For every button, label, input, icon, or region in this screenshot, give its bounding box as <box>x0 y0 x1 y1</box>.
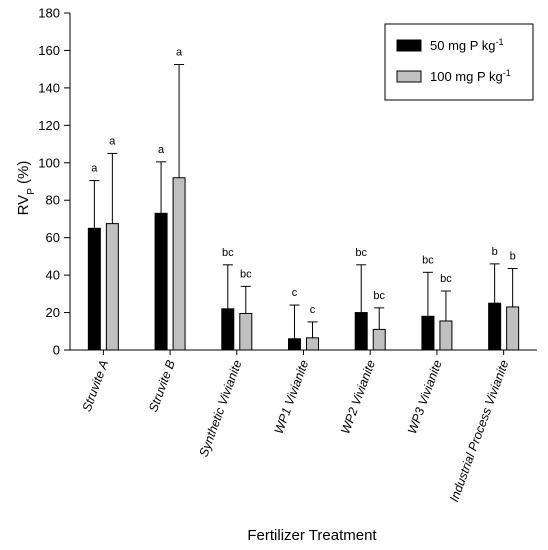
legend-label-50: 50 mg P kg-1 <box>430 37 504 53</box>
y-axis-title-unit: (%) <box>15 161 32 189</box>
x-axis-title: Fertilizer Treatment <box>247 527 377 544</box>
bar <box>306 337 319 351</box>
significance-label: b <box>492 246 498 258</box>
category-label: Struvite B <box>146 358 178 414</box>
y-axis-title-subscript: P <box>26 188 37 195</box>
y-tick-label: 120 <box>38 118 60 133</box>
legend: 50 mg P kg-1 100 mg P kg-1 <box>384 23 534 101</box>
y-tick-label: 60 <box>46 230 60 245</box>
significance-label: c <box>292 287 298 299</box>
category-label: WP1 Vivianite <box>272 358 312 436</box>
significance-label: bc <box>222 247 234 259</box>
bar <box>105 223 119 351</box>
significance-label: bc <box>240 268 252 280</box>
significance-label: bc <box>373 290 385 302</box>
legend-swatch-50 <box>396 39 422 52</box>
bar <box>154 212 168 351</box>
category-labels: Struvite A Struvite B Synthetic Vivianite W… <box>80 358 512 504</box>
category-label: WP2 Vivianite <box>338 358 378 436</box>
y-tick-label: 140 <box>38 80 60 95</box>
y-axis-title: RVP (%) <box>15 161 37 216</box>
significance-label: bc <box>355 247 367 259</box>
legend-label-100: 100 mg P kg-1 <box>430 68 511 84</box>
y-tick-label: 20 <box>46 305 60 320</box>
category-label: Synthetic Vivianite <box>197 358 245 459</box>
bar <box>288 338 301 351</box>
y-tick-label: 100 <box>38 155 60 170</box>
y-tick-label: 0 <box>53 343 60 358</box>
significance-label: a <box>91 163 98 175</box>
significance-label: a <box>109 135 116 147</box>
y-tick-label: 180 <box>38 6 60 21</box>
bar <box>354 312 368 351</box>
significance-label: a <box>176 46 183 58</box>
y-axis-title-main: RV <box>15 195 32 216</box>
category-label: Struvite A <box>80 358 112 413</box>
legend-swatch-100 <box>396 70 422 83</box>
significance-label: a <box>158 144 165 156</box>
bar <box>372 328 386 351</box>
bar <box>172 177 186 351</box>
bar <box>488 302 502 351</box>
bar <box>87 227 101 351</box>
axes: 0 20 40 60 80 100 120 140 160 180 <box>38 6 537 358</box>
significance-label: b <box>510 251 516 263</box>
significance-label: bc <box>440 273 452 285</box>
category-label: WP3 Vivianite <box>405 358 445 436</box>
bar <box>421 315 435 351</box>
significance-label: c <box>310 304 316 316</box>
bar <box>439 320 453 351</box>
y-tick-label: 80 <box>46 193 60 208</box>
bar <box>506 306 520 351</box>
y-tick-label: 40 <box>46 268 60 283</box>
legend-box <box>384 23 534 101</box>
y-tick-label: 160 <box>38 43 60 58</box>
bar <box>221 308 235 351</box>
category-label: Industrial Process Vivianite <box>447 358 511 504</box>
significance-label: bc <box>422 254 434 266</box>
bar <box>239 312 253 351</box>
